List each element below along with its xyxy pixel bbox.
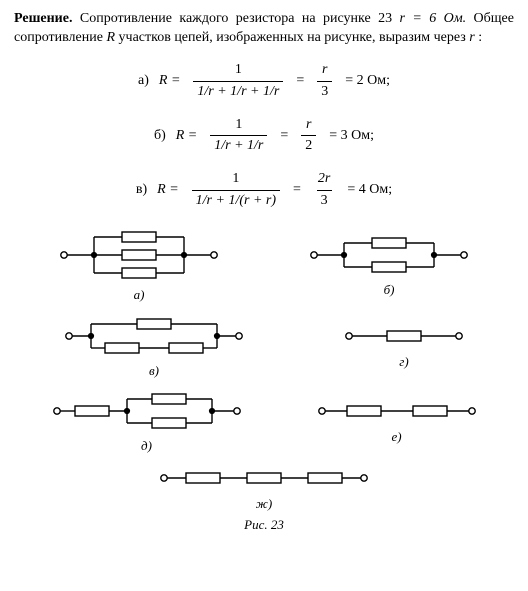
diagram-v: в) bbox=[59, 312, 249, 380]
eq-b-label: б) bbox=[154, 127, 166, 146]
diagram-row-2: в) г) bbox=[14, 312, 514, 380]
diagram-row-3: д) е) bbox=[14, 387, 514, 455]
figure-caption: Рис. 23 bbox=[14, 516, 514, 534]
eq-v-lhs: R = bbox=[157, 181, 179, 200]
eq-v-mid: = bbox=[293, 181, 301, 200]
eq-b-lhs: R = bbox=[176, 127, 198, 146]
eq-v-frac1: 1 1/r + 1/(r + r) bbox=[192, 169, 280, 212]
eq-b-rhs: = 3 Ом; bbox=[329, 127, 374, 146]
eq-v-frac1-den: 1/r + 1/(r + r) bbox=[192, 190, 280, 212]
eq-v-frac2-den: 3 bbox=[317, 190, 332, 212]
eq-a-frac2-num: r bbox=[318, 60, 331, 81]
diagram-g: г) bbox=[339, 321, 469, 371]
para-text-3: участков цепей, изображенных на рисунке,… bbox=[119, 30, 470, 45]
eq-a-frac2-den: 3 bbox=[317, 81, 332, 103]
para-r: r bbox=[469, 30, 474, 45]
diagram-row-4: ж) bbox=[14, 463, 514, 513]
circuit-e-svg bbox=[312, 396, 482, 426]
eq-a-mid: = bbox=[296, 72, 304, 91]
para-colon: : bbox=[478, 30, 482, 45]
equation-b: б) R = 1 1/r + 1/r = r 2 = 3 Ом; bbox=[14, 115, 514, 158]
eq-b-frac2: r 2 bbox=[301, 115, 316, 158]
eq-v-frac2: 2r 3 bbox=[314, 169, 334, 212]
diagram-a-label: а) bbox=[134, 286, 145, 304]
diagram-d-label: д) bbox=[141, 437, 152, 455]
equation-v: в) R = 1 1/r + 1/(r + r) = 2r 3 = 4 Ом; bbox=[14, 169, 514, 212]
lead-word: Решение. bbox=[14, 11, 72, 26]
eq-a-frac2: r 3 bbox=[317, 60, 332, 103]
eq-v-frac1-num: 1 bbox=[228, 169, 243, 190]
eq-b-frac1-num: 1 bbox=[231, 115, 246, 136]
eq-a-rhs: = 2 Ом; bbox=[345, 72, 390, 91]
diagram-zh: ж) bbox=[154, 463, 374, 513]
eq-b-mid: = bbox=[280, 127, 288, 146]
eq-a-lhs: R = bbox=[159, 72, 181, 91]
circuit-diagrams: а) bbox=[14, 226, 514, 534]
diagram-g-label: г) bbox=[399, 353, 408, 371]
para-text-1: Сопротивление каждого резистора на рисун… bbox=[80, 11, 400, 26]
eq-v-label: в) bbox=[136, 181, 147, 200]
para-eq-r: r = 6 Ом. bbox=[400, 11, 467, 26]
eq-b-frac2-den: 2 bbox=[301, 135, 316, 157]
eq-a-frac1-num: 1 bbox=[231, 60, 246, 81]
solution-paragraph: Решение. Сопротивление каждого резистора… bbox=[14, 10, 514, 48]
eq-b-frac1-den: 1/r + 1/r bbox=[210, 135, 267, 157]
circuit-d-svg bbox=[47, 387, 247, 435]
eq-v-rhs: = 4 Ом; bbox=[347, 181, 392, 200]
circuit-a-svg bbox=[54, 226, 224, 284]
equation-a: а) R = 1 1/r + 1/r + 1/r = r 3 = 2 Ом; bbox=[14, 60, 514, 103]
diagram-row-1: а) bbox=[14, 226, 514, 304]
eq-b-frac2-num: r bbox=[302, 115, 315, 136]
eq-b-frac1: 1 1/r + 1/r bbox=[210, 115, 267, 158]
diagram-d: д) bbox=[47, 387, 247, 455]
diagram-e: е) bbox=[312, 396, 482, 446]
diagram-b-label: б) bbox=[384, 281, 395, 299]
para-R: R bbox=[106, 30, 115, 45]
eq-a-frac1: 1 1/r + 1/r + 1/r bbox=[193, 60, 283, 103]
diagram-a: а) bbox=[54, 226, 224, 304]
diagram-b: б) bbox=[304, 231, 474, 299]
circuit-g-svg bbox=[339, 321, 469, 351]
eq-a-frac1-den: 1/r + 1/r + 1/r bbox=[193, 81, 283, 103]
diagram-zh-label: ж) bbox=[256, 495, 272, 513]
circuit-zh-svg bbox=[154, 463, 374, 493]
diagram-v-label: в) bbox=[149, 362, 159, 380]
eq-a-label: а) bbox=[138, 72, 149, 91]
circuit-b-svg bbox=[304, 231, 474, 279]
diagram-e-label: е) bbox=[391, 428, 401, 446]
eq-v-frac2-num: 2r bbox=[314, 169, 334, 190]
circuit-v-svg bbox=[59, 312, 249, 360]
